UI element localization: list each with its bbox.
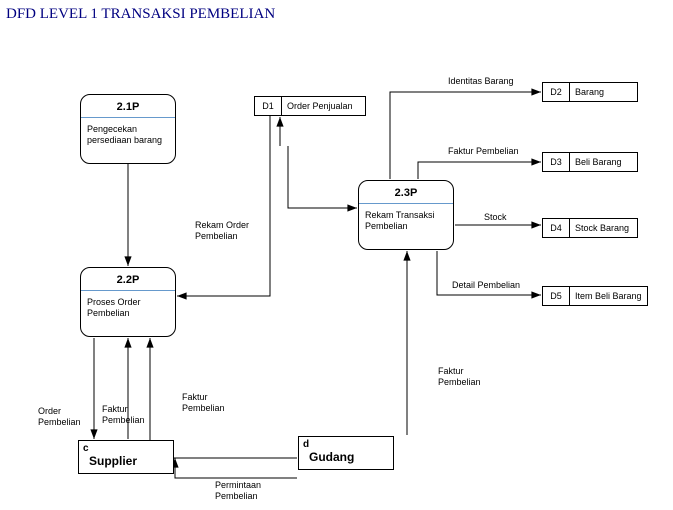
datastore-node: D1Order Penjualan [254,96,366,116]
edge [418,162,541,179]
datastore-node: D5Item Beli Barang [542,286,648,306]
edge [175,458,297,478]
datastore-node: D3Beli Barang [542,152,638,172]
process-name: Proses Order Pembelian [81,291,175,326]
process-node: 2.2PProses Order Pembelian [80,267,176,337]
edge [288,146,357,208]
flow-label: Detail Pembelian [452,280,520,291]
flow-label: FakturPembelian [182,392,225,414]
entity-name: Gudang [303,450,389,464]
edge [177,116,270,296]
entity-node: dGudang [298,436,394,470]
flow-label: Stock [484,212,507,223]
datastore-name: Stock Barang [570,219,634,237]
datastore-name: Item Beli Barang [570,287,647,305]
flow-label: FakturPembelian [102,404,145,426]
process-id: 2.2P [81,268,175,291]
datastore-name: Barang [570,83,609,101]
datastore-id: D5 [543,287,570,305]
process-name: Rekam Transaksi Pembelian [359,204,453,239]
entity-id: c [83,443,169,454]
flow-label: OrderPembelian [38,406,81,428]
datastore-name: Order Penjualan [282,97,358,115]
flow-label: Rekam OrderPembelian [195,220,249,242]
flow-label: Identitas Barang [448,76,514,87]
process-id: 2.1P [81,95,175,118]
flow-label: FakturPembelian [438,366,481,388]
datastore-node: D2Barang [542,82,638,102]
flow-label: Faktur Pembelian [448,146,519,157]
entity-node: cSupplier [78,440,174,474]
process-name: Pengecekan persediaan barang [81,118,175,153]
entity-id: d [303,439,389,450]
datastore-name: Beli Barang [570,153,627,171]
datastore-id: D3 [543,153,570,171]
process-id: 2.3P [359,181,453,204]
datastore-node: D4Stock Barang [542,218,638,238]
flow-label: PermintaanPembelian [215,480,261,502]
edges-layer [0,0,673,510]
datastore-id: D1 [255,97,282,115]
datastore-id: D4 [543,219,570,237]
process-node: 2.1PPengecekan persediaan barang [80,94,176,164]
entity-name: Supplier [83,454,169,468]
datastore-id: D2 [543,83,570,101]
edge [390,92,541,179]
process-node: 2.3PRekam Transaksi Pembelian [358,180,454,250]
